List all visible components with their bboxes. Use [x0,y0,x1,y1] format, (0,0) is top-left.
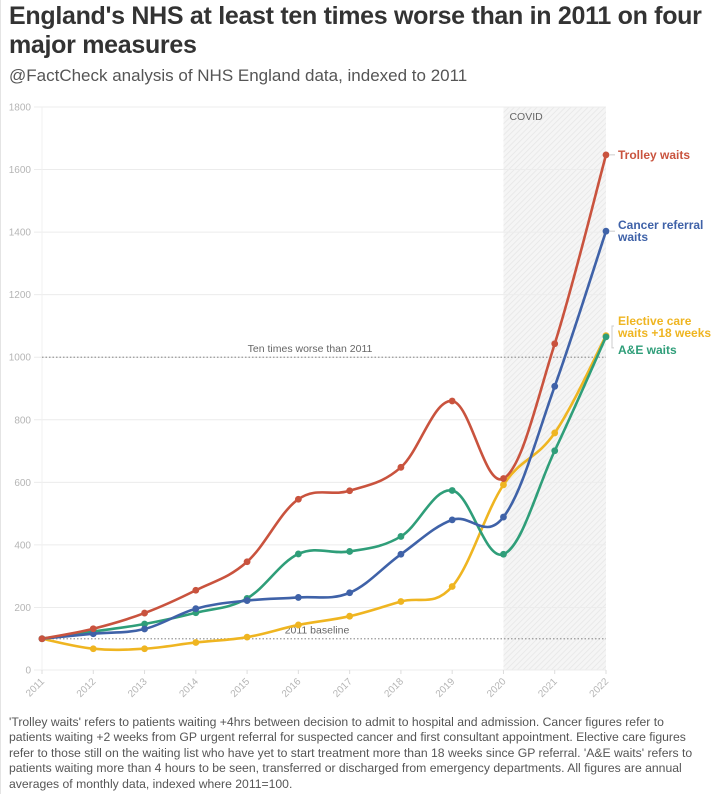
y-tick-label: 1000 [9,353,32,364]
data-point-elective-care-waits-18-weeks [89,645,97,653]
series-label-line: A&E waits [618,343,677,357]
covid-label: COVID [509,111,543,123]
data-point-trolley-waits [551,340,559,348]
y-tick-label: 1600 [9,165,32,176]
chart-subtitle: @FactCheck analysis of NHS England data,… [9,66,468,85]
x-tick-label: 2013 [126,676,150,700]
series-label-line: Cancer referral [618,218,703,232]
data-point-trolley-waits [397,463,405,471]
series-label: Trolley waits [618,148,690,162]
x-tick-label: 2011 [24,676,47,699]
y-tick-label: 400 [14,540,31,551]
y-tick-label: 0 [25,666,31,677]
series-label: Elective care waits +18 weeks [617,314,711,340]
data-point-cancer-referral-waits [397,550,405,558]
data-point-cancer-referral-waits [294,594,302,601]
data-point-elective-care-waits-18-weeks [192,639,200,646]
data-point-elective-care-waits-18-weeks [551,429,559,437]
x-tick-label: 2012 [75,676,99,700]
footnote: 'Trolley waits' refers to patients waiti… [9,715,693,791]
series-label: A&E waits [618,343,677,357]
data-point-cancer-referral-waits [141,625,148,633]
x-tick-label: 2021 [536,676,560,700]
x-tick-label: 2015 [229,676,253,700]
data-point-trolley-waits [243,558,251,566]
data-point-trolley-waits [500,475,507,482]
y-tick-label: 600 [14,478,31,489]
data-point-trolley-waits [346,487,354,495]
reference-label: 2011 baseline [285,625,350,637]
reference-label: Ten times worse than 2011 [248,343,373,355]
data-point-cancer-referral-waits [448,516,456,524]
data-point-cancer-referral-waits [346,589,354,597]
series-label-line: waits [617,230,648,244]
x-tick-label: 2017 [331,676,355,700]
data-point-cancer-referral-waits [192,605,200,613]
data-point-elective-care-waits-18-weeks [397,598,405,605]
x-tick-label: 2022 [588,676,612,700]
data-point-a-e-waits [551,447,559,455]
line-chart: COVID Ten times worse than 2011 2011 base… [9,103,712,700]
series-label-line: waits +18 weeks [617,326,711,340]
x-tick-label: 2014 [177,676,201,700]
data-point-a-e-waits [602,333,610,341]
series-line-trolley-waits [41,154,608,640]
data-point-elective-care-waits-18-weeks [346,612,354,620]
data-point-a-e-waits [448,487,456,494]
data-point-cancer-referral-waits [500,513,507,521]
x-tick-label: 2016 [280,676,304,700]
data-point-a-e-waits [397,533,405,540]
data-point-cancer-referral-waits [89,630,97,638]
series-label-line: Elective care [618,314,692,328]
data-point-trolley-waits [448,397,456,405]
data-point-elective-care-waits-18-weeks [448,583,456,590]
label-bracket [611,325,614,349]
data-point-a-e-waits [346,548,354,555]
data-point-trolley-waits [89,625,97,633]
x-tick-label: 2018 [383,676,407,700]
data-point-cancer-referral-waits [243,597,251,604]
series-label: Cancer referral waits [617,218,703,244]
data-point-cancer-referral-waits [602,227,610,235]
data-point-elective-care-waits-18-weeks [243,633,251,641]
data-point-elective-care-waits-18-weeks [141,645,148,653]
y-tick-label: 1400 [9,228,32,239]
chart-title: England's NHS at least ten times worse t… [9,2,702,59]
data-point-a-e-waits [294,550,302,558]
series-label-line: Trolley waits [618,148,690,162]
data-point-cancer-referral-waits [551,382,559,390]
y-tick-label: 200 [14,603,31,614]
data-point-elective-care-waits-18-weeks [500,481,507,489]
data-point-trolley-waits [192,586,200,594]
data-point-trolley-waits [602,151,610,159]
x-tick-label: 2020 [485,676,509,700]
y-tick-label: 800 [14,415,31,426]
y-tick-label: 1200 [9,290,32,301]
x-tick-label: 2019 [434,676,458,700]
data-point-trolley-waits [141,609,148,617]
data-point-trolley-waits [294,495,302,503]
y-tick-label: 1800 [9,103,32,114]
data-point-elective-care-waits-18-weeks [294,621,302,629]
data-point-trolley-waits [38,635,46,643]
data-point-a-e-waits [141,620,148,628]
data-point-a-e-waits [500,550,507,558]
